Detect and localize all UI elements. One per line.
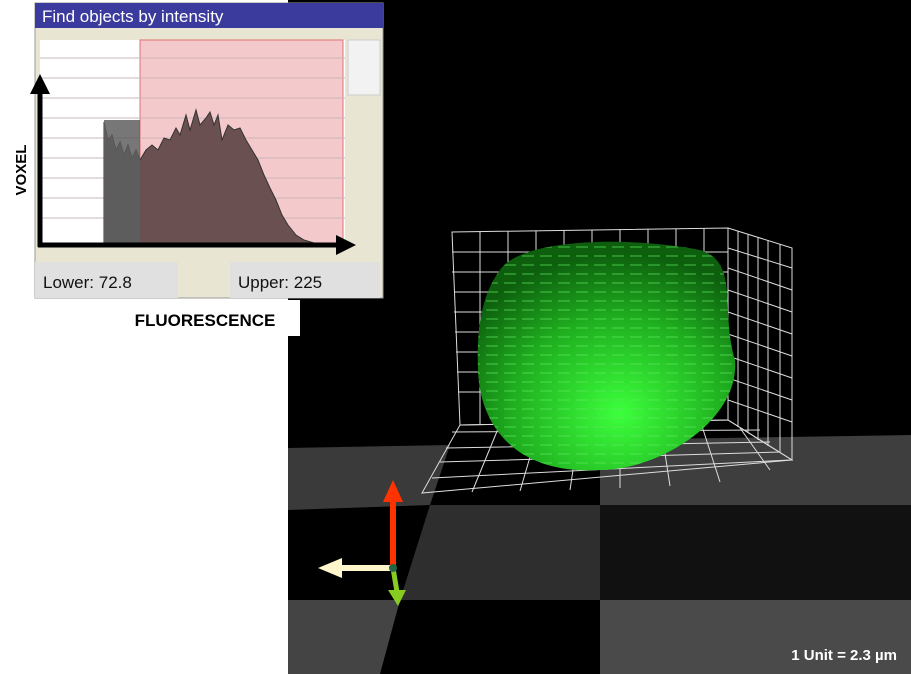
x-axis-label: FLUORESCENCE bbox=[135, 311, 276, 330]
scale-label: 1 Unit = 2.3 µm bbox=[791, 647, 897, 664]
lower-value: Lower: 72.8 bbox=[43, 273, 132, 292]
panel-title: Find objects by intensity bbox=[42, 7, 224, 26]
intensity-panel[interactable]: Find objects by intensity Lower: 72.8 Up… bbox=[30, 3, 383, 298]
upper-value: Upper: 225 bbox=[238, 273, 322, 292]
scrollbar[interactable] bbox=[348, 40, 380, 95]
screen: 1 Unit = 2.3 µm Find objects by intensit… bbox=[0, 0, 911, 674]
y-axis-label: VOXEL bbox=[13, 145, 30, 196]
page: 1 Unit = 2.3 µm Find objects by intensit… bbox=[0, 0, 911, 674]
